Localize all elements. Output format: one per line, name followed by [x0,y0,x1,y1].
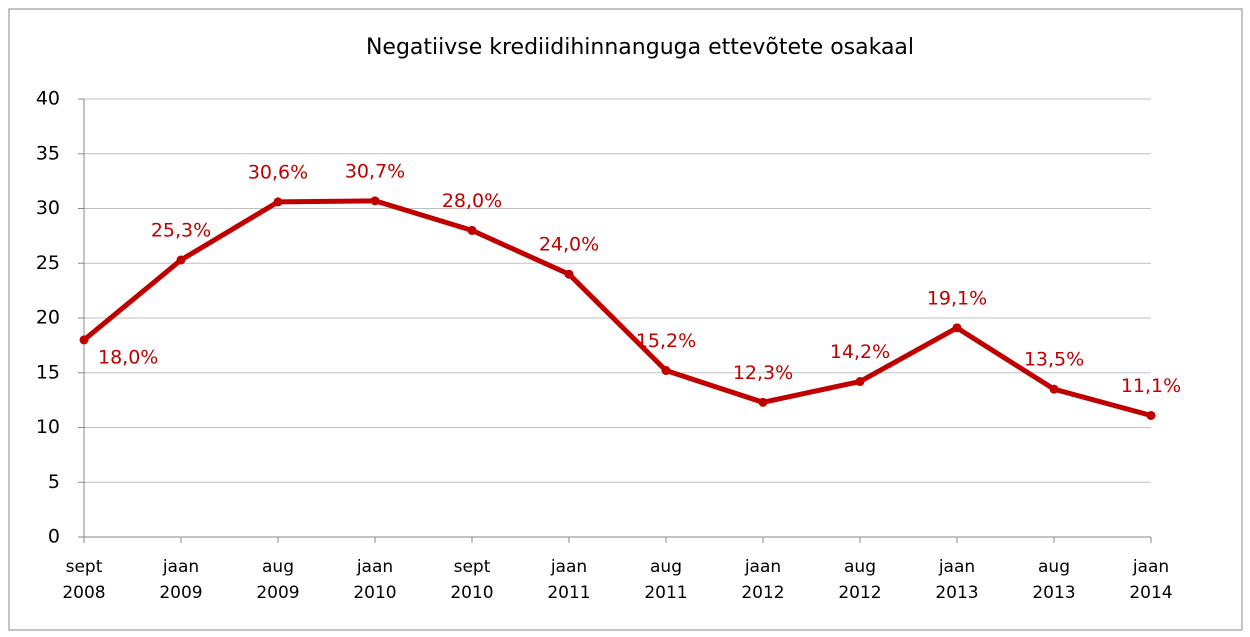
x-tick-label: aug 2012 [838,557,881,603]
data-label: 12,3% [733,362,793,384]
data-label: 30,7% [345,160,405,182]
data-label: 18,0% [98,346,158,368]
x-tick-label: aug 2013 [1032,557,1075,603]
data-label: 30,6% [248,161,308,183]
data-label: 13,5% [1024,349,1084,371]
point [661,366,671,376]
x-tick-label: aug 2009 [256,557,299,603]
point [176,255,186,265]
y-tick-label: 10 [36,416,60,438]
point [273,197,283,207]
x-tick-label: sept 2008 [62,557,105,603]
y-tick-label: 20 [36,307,60,329]
point [1049,384,1059,394]
x-tick-label: aug 2011 [644,557,687,603]
x-tick-label: sept 2010 [450,557,493,603]
chart-title: Negatiivse krediidihinnanguga ettevõtete… [366,35,914,60]
data-label: 11,1% [1121,375,1181,397]
point [758,397,768,407]
point [467,225,477,235]
point [855,377,865,387]
y-tick-label: 40 [36,88,60,110]
y-tick-label: 0 [48,526,60,548]
x-tick-label: jaan 2011 [547,557,590,603]
point [1146,410,1156,420]
data-label: 28,0% [442,190,502,212]
point [79,335,89,345]
chart-frame [8,8,1243,631]
x-tick-label: jaan 2009 [159,557,202,603]
y-tick-label: 15 [36,361,60,383]
x-tick-label: jaan 2010 [353,557,396,603]
x-tick-label: jaan 2013 [935,557,978,603]
y-tick-label: 30 [36,197,60,219]
x-tick-label: jaan 2014 [1129,557,1172,603]
point [564,269,574,279]
data-label: 25,3% [151,219,211,241]
data-label: 14,2% [830,341,890,363]
data-label: 15,2% [636,330,696,352]
y-tick-label: 35 [36,142,60,164]
point [370,196,380,206]
line [82,198,1152,418]
y-tick-label: 25 [36,252,60,274]
y-tick-label: 5 [48,471,60,493]
data-label: 24,0% [539,234,599,256]
point [952,323,962,333]
x-tick-label: jaan 2012 [741,557,784,603]
data-label: 19,1% [927,287,987,309]
